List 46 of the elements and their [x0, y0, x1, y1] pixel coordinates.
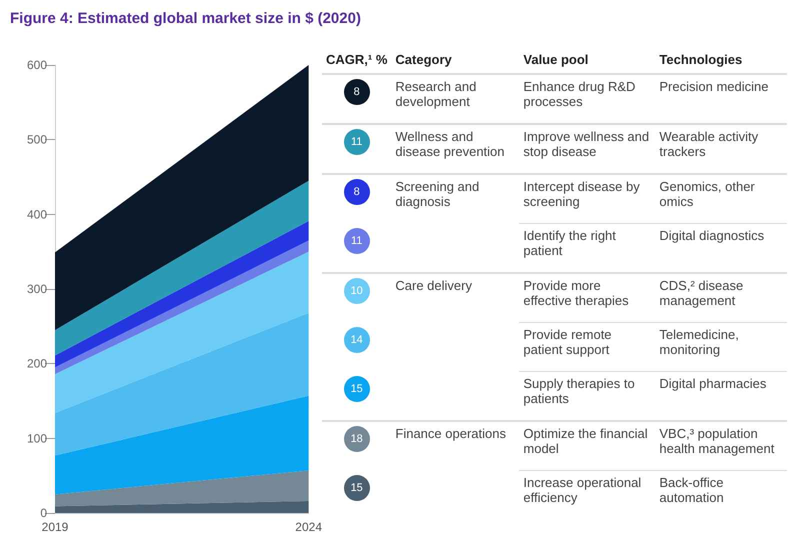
y-tick-label: 0: [40, 506, 48, 520]
text: Enhance drug R&D processes: [523, 79, 636, 109]
circle-icon: 14: [344, 326, 370, 352]
text: Identify the right patient: [523, 228, 616, 258]
text: Supply therapies to patients: [523, 376, 635, 406]
y-tick-label: 400: [26, 207, 48, 222]
text: Telemedicine, monitoring: [659, 327, 739, 357]
circle-icon: 15: [344, 474, 370, 500]
text: Provide more effective therapies: [523, 278, 629, 308]
y-tick-label: 600: [26, 58, 48, 72]
text: Digital diagnostics: [659, 228, 764, 243]
text: Increase operational efficiency: [523, 475, 642, 505]
text: Provide remote patient support: [523, 327, 612, 357]
text: Screening and diagnosis: [395, 179, 480, 209]
text: Precision medicine: [659, 79, 768, 94]
text: CDS,² disease management: [659, 278, 744, 308]
category-label: Technologies: [658, 51, 744, 69]
text: Optimize the financial model: [523, 426, 648, 456]
category-label: CAGR,¹ %: [325, 51, 388, 69]
text: VBC,³ population health management: [659, 426, 774, 456]
circle-icon: 8: [344, 79, 370, 105]
y-tick-label: 200: [26, 356, 48, 371]
text: Intercept disease by screening: [523, 179, 640, 209]
x-tick-label: 2019: [42, 520, 69, 534]
y-tick-label: 100: [26, 431, 48, 446]
circle-icon: 15: [344, 376, 370, 402]
circle-icon: 11: [344, 129, 370, 155]
chart-title: Figure 4: Estimated global market size in $ (2020): [10, 10, 361, 27]
category-label: Category: [394, 51, 453, 69]
text: Finance operations: [395, 426, 506, 441]
text: Genomics, other omics: [659, 179, 755, 209]
text: Wearable activity trackers: [659, 129, 758, 159]
text: Back-office automation: [659, 475, 724, 505]
x-tick-label: 2024: [295, 520, 322, 534]
circle-icon: 10: [344, 278, 370, 304]
category-label: Value pool: [522, 51, 590, 69]
circle-icon: 18: [344, 426, 370, 452]
text: Care delivery: [395, 278, 472, 293]
y-tick-label: 300: [26, 282, 48, 296]
text: Wellness and disease prevention: [395, 129, 505, 159]
circle-icon: 8: [344, 179, 370, 205]
circle-icon: 11: [344, 228, 370, 254]
text: Digital pharmacies: [659, 376, 766, 391]
text: Research and development: [395, 79, 476, 109]
text: Improve wellness and stop disease: [523, 129, 650, 159]
y-tick-label: 500: [26, 132, 48, 147]
